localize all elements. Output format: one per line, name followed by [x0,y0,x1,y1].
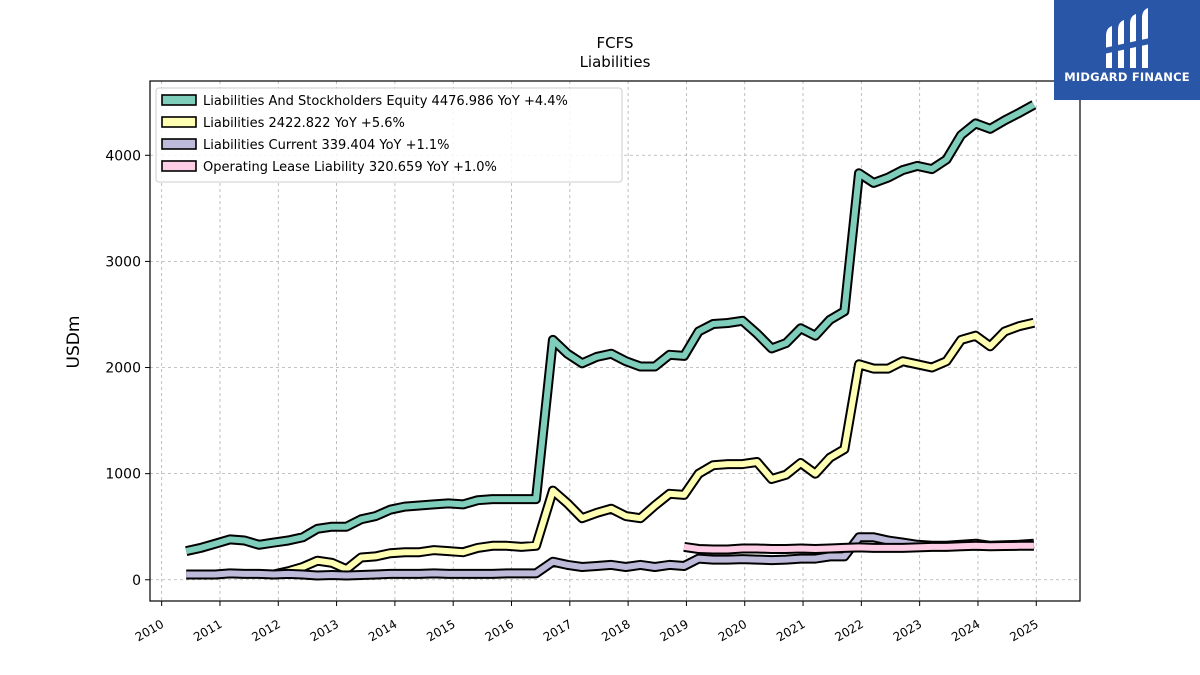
brand-badge: MIDGARD FINANCE [1054,0,1200,100]
series-line [272,319,1035,578]
y-tick-label: 4000 [105,148,141,164]
legend-item: Liabilities 2422.822 YoY +5.6% [161,116,405,131]
series-1 [185,100,1037,556]
legend-label: Liabilities Current 339.404 YoY +1.1% [203,138,450,153]
y-tick-label: 2000 [105,361,141,377]
x-tick-label: 2012 [249,617,282,644]
y-axis: 0 1000 2000 3000 4000 [105,148,150,589]
y-tick-label: 3000 [105,254,141,270]
x-tick-label: 2023 [891,617,924,644]
legend-box [155,87,623,183]
x-tick-label: 2018 [599,617,632,644]
x-tick-label: 2025 [1007,617,1040,644]
midgard-logo-icon [1104,8,1150,68]
x-tick-label: 2013 [308,617,341,644]
x-tick-label: 2024 [949,617,982,644]
legend-swatch [161,94,197,106]
series-line [185,102,1036,555]
legend-item: Liabilities Current 339.404 YoY +1.1% [161,138,450,153]
series-3 [186,532,1035,581]
legend-item: Liabilities And Stockholders Equity 4476… [161,94,568,109]
y-tick-label: 1000 [105,467,141,483]
legend-label: Liabilities And Stockholders Equity 4476… [203,94,568,109]
x-tick-label: 2020 [716,617,749,644]
chart-title: FCFS [597,34,634,52]
legend-swatch [161,138,197,150]
x-tick-label: 2016 [483,617,516,644]
x-axis: 2010 2011 2012 2013 2014 2015 2016 2017 2018 2019… [133,601,1041,644]
series-4 [683,540,1034,555]
legend-swatch [161,160,197,172]
x-tick-label: 2010 [133,617,166,644]
x-tick-label: 2017 [541,617,574,644]
y-axis-label: USDm [64,316,84,369]
y-tick-label: 0 [132,573,141,589]
series-line [186,534,1035,579]
legend-label: Liabilities 2422.822 YoY +5.6% [203,116,405,131]
legend-label: Operating Lease Liability 320.659 YoY +1… [203,160,497,175]
plot-frame [149,80,1081,602]
series-2 [272,317,1036,580]
x-tick-label: 2011 [191,617,224,644]
brand-name: MIDGARD FINANCE [1064,70,1190,84]
legend-swatch [161,116,197,128]
series-line [683,542,1034,553]
x-tick-label: 2022 [832,617,865,644]
chart-subtitle: Liabilities [580,53,651,71]
x-tick-label: 2021 [774,617,807,644]
x-tick-label: 2015 [424,617,457,644]
legend: Liabilities And Stockholders Equity 4476… [155,87,623,183]
x-tick-label: 2019 [658,617,691,644]
series-lines [185,100,1037,581]
x-tick-label: 2014 [366,617,399,644]
legend-item: Operating Lease Liability 320.659 YoY +1… [161,160,497,175]
